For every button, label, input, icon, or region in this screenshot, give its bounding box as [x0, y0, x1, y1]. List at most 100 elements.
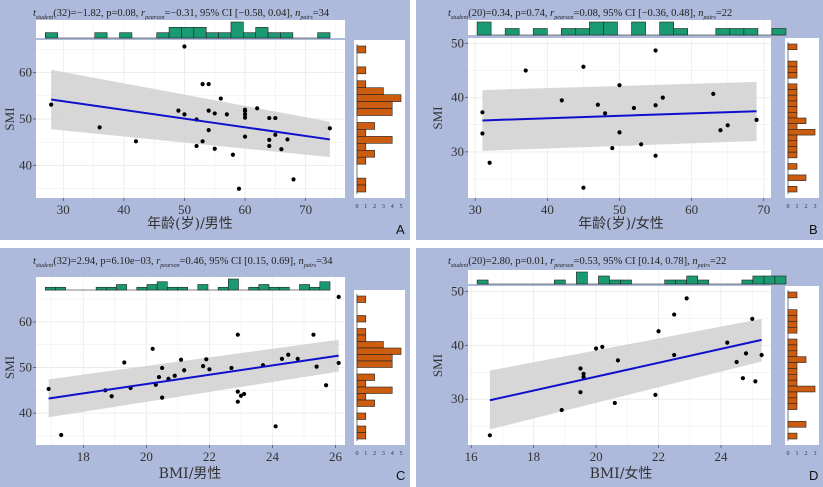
side-hist-bar: [356, 360, 393, 368]
data-point: [218, 96, 223, 101]
top-hist-bar: [554, 279, 566, 285]
top-hist-bar: [193, 27, 207, 39]
x-tick-label: 20: [590, 449, 603, 464]
side-hist-bar: [787, 106, 798, 113]
top-hist-bar: [248, 286, 260, 291]
top-hist-bar: [771, 28, 787, 36]
data-point: [612, 400, 617, 406]
data-point: [615, 358, 621, 363]
regression-line: [48, 354, 339, 400]
confidence-band: [489, 318, 762, 430]
data-point: [224, 112, 229, 117]
confidence-band: [51, 69, 330, 158]
side-hist-bar: [356, 108, 393, 116]
stats-line-a: tstudent(32)=−1.82, p=0.08, rpearson=−0.…: [33, 8, 330, 22]
data-point: [200, 82, 205, 87]
data-point: [59, 432, 64, 438]
side-hist-bar: [787, 379, 798, 387]
top-hist-bar: [589, 21, 604, 36]
data-point: [581, 374, 586, 380]
side-hist-bar: [356, 66, 367, 75]
side-hist-bar: [787, 291, 798, 299]
x-tick-label: 20: [140, 449, 153, 464]
side-hist-bar: [356, 295, 367, 303]
data-point: [273, 424, 278, 429]
data-point: [660, 95, 665, 100]
side-hist-bar: [356, 149, 375, 158]
data-point: [336, 360, 341, 366]
y-tick-label: 40: [19, 157, 32, 172]
data-point: [178, 357, 184, 362]
side-hist-bar: [787, 134, 798, 142]
stats-line-b: tstudent(20)=0.34, p=0.74, rpearson=0.08…: [448, 8, 733, 22]
x-tick-label: 40: [541, 202, 554, 217]
top-hist-bar: [156, 32, 170, 39]
top-hist-area: [36, 277, 345, 290]
y-tick-label: 50: [19, 360, 32, 375]
side-hist-bar: [356, 315, 367, 323]
side-hist-tick-label: 0: [787, 204, 790, 210]
data-point: [172, 373, 177, 378]
data-point: [182, 112, 187, 117]
side-hist-bar: [356, 45, 367, 54]
side-hist-bar: [787, 174, 807, 181]
side-hist-bar: [787, 374, 798, 381]
data-point: [160, 395, 165, 400]
y-axis-label: SMI: [430, 106, 445, 129]
y-tick-label: 60: [19, 65, 32, 80]
data-point: [593, 346, 599, 351]
top-hist-bar: [95, 286, 107, 291]
data-point: [311, 332, 316, 337]
data-point: [734, 359, 739, 365]
top-hist-bar: [168, 27, 182, 39]
top-hist-bar: [299, 284, 310, 291]
x-axis-label: 年龄(岁)/女性: [578, 215, 664, 232]
side-hist-bar: [787, 89, 798, 96]
data-point: [267, 137, 272, 143]
side-hist-tick-label: 3: [814, 204, 817, 210]
panel-b: tstudent(20)=0.34, p=0.74, rpearson=0.08…: [416, 0, 823, 240]
side-hist-bar: [787, 60, 798, 68]
chart-d: 16 18 20 22 24 30 40 50 BMI/女性 SMI 0 1 2 3: [430, 270, 819, 482]
stats-line-d: tstudent(20)=2.80, p=0.01, rpearson=0.53…: [448, 256, 727, 270]
side-hist-bar: [787, 326, 798, 334]
side-hist-bar: [787, 391, 798, 399]
top-hist-bar: [620, 279, 632, 285]
top-hist-bar: [278, 286, 290, 291]
top-hist-bar: [598, 275, 610, 285]
side-hist-bar: [356, 386, 393, 394]
data-point: [255, 106, 260, 111]
data-point: [750, 316, 755, 321]
chart-c: 18 20 22 24 26 40 50 60 BMI/男性 SMI 0 1 2 3 4 5: [2, 277, 405, 482]
top-hist-bar: [675, 279, 688, 285]
data-point: [653, 153, 658, 158]
data-point: [291, 177, 296, 182]
side-hist-bar: [787, 100, 798, 107]
data-point: [631, 105, 637, 111]
y-tick-label: 40: [451, 90, 464, 105]
side-hist-bar: [787, 123, 798, 130]
data-point: [230, 152, 236, 157]
data-point: [740, 376, 745, 381]
x-tick-label: 26: [329, 449, 343, 464]
side-hist-tick-label: 2: [805, 204, 808, 210]
top-hist-bar: [156, 281, 168, 291]
top-hist-bar: [743, 28, 759, 36]
data-point: [653, 392, 658, 397]
top-hist-bar: [532, 28, 548, 36]
side-hist-tick-label: 0: [356, 451, 359, 457]
side-hist-bar: [787, 321, 798, 328]
side-hist-bar: [787, 151, 798, 159]
side-hist-bar: [787, 146, 798, 153]
top-hist-bar: [105, 286, 117, 291]
regression-line: [489, 338, 762, 402]
data-point: [487, 433, 492, 438]
data-point: [267, 143, 272, 149]
data-point: [617, 83, 622, 88]
x-axis-label: BMI/女性: [590, 465, 653, 482]
panel-d: tstudent(20)=2.80, p=0.01, rpearson=0.53…: [416, 248, 823, 487]
data-point: [273, 115, 278, 121]
panel-a: tstudent(32)=−1.82, p=0.08, rpearson=−0.…: [0, 0, 410, 240]
data-point: [653, 103, 658, 108]
data-point: [207, 367, 212, 372]
